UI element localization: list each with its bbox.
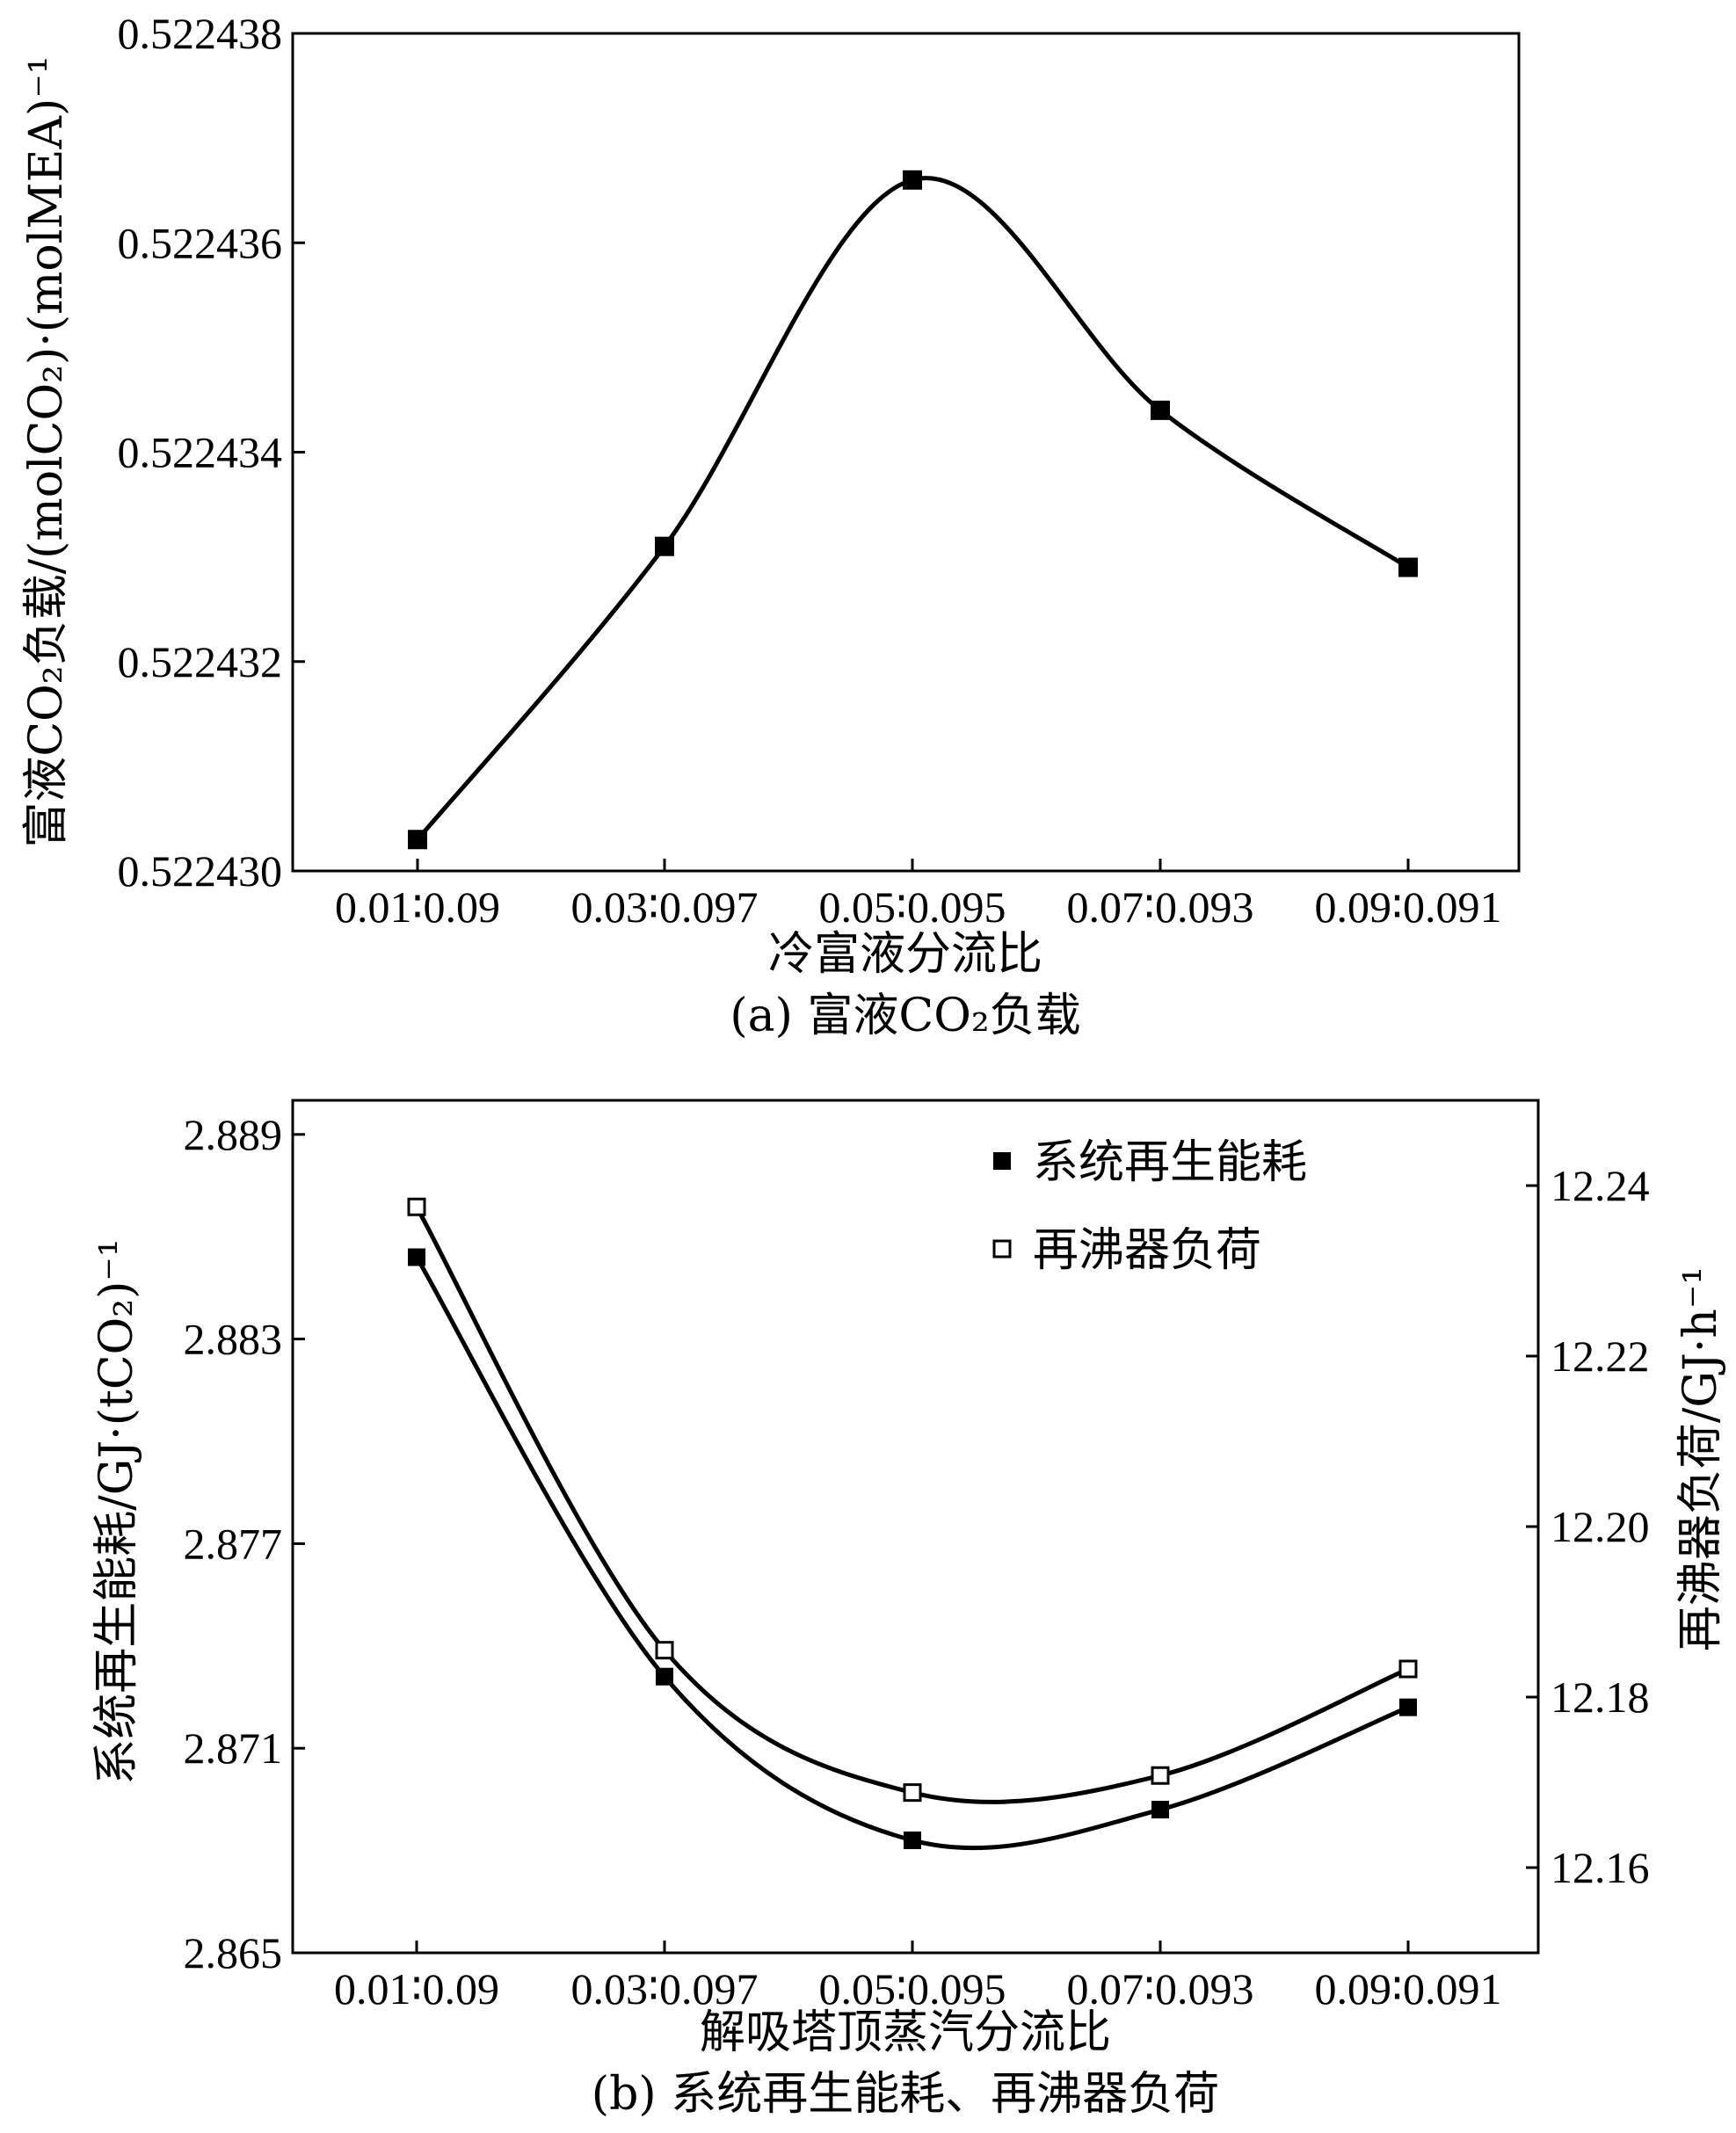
chart-b-plot-frame: [291, 1099, 1540, 1955]
right-y-tick-label: 12.16: [1551, 1843, 1650, 1892]
data-point: [1398, 557, 1418, 577]
chart-a-x-label: 冷富液分流比: [768, 928, 1042, 981]
chart-a: 0.522430 0.522432 0.522434 0.522436 0.522438…: [20, 9, 1521, 1042]
data-point: [903, 170, 922, 190]
data-point-open: [903, 1783, 922, 1803]
left-y-tick-label: 2.889: [184, 1110, 283, 1159]
chart-b-right-y-ticks: 12.16 12.18 12.20 12.22 12.24: [1526, 1161, 1650, 1892]
left-y-tick-label: 2.883: [184, 1315, 283, 1364]
chart-b-right-y-label: 再沸器负荷/GJ·h⁻¹: [1674, 1266, 1727, 1651]
data-point-open: [407, 1197, 426, 1216]
legend-marker-filled: [993, 1152, 1011, 1170]
x-tick-label: 0.03∶0.097: [570, 1964, 758, 2013]
chart-b-markers: [407, 1197, 1418, 1849]
right-y-tick-label: 12.20: [1551, 1502, 1650, 1551]
right-y-tick-label: 12.24: [1551, 1161, 1650, 1210]
x-tick-label: 0.05∶0.095: [818, 1964, 1006, 2013]
x-tick-label: 0.09∶0.091: [1314, 882, 1501, 932]
x-tick-label: 0.03∶0.097: [570, 882, 758, 932]
x-tick-label: 0.07∶0.093: [1066, 882, 1253, 932]
chart-a-series-line: [416, 176, 1410, 841]
left-y-tick-label: 2.865: [184, 1928, 283, 1977]
x-tick-label: 0.01∶0.09: [335, 882, 500, 932]
y-tick-label: 0.522432: [118, 637, 283, 686]
x-tick-label: 0.09∶0.091: [1314, 1964, 1501, 2013]
chart-b-left-y-label: 系统再生能耗/GJ·(tCO₂)⁻¹: [91, 1238, 143, 1784]
chart-a-caption: (a) 富液CO₂负载: [730, 990, 1080, 1042]
chart-a-x-ticks: 0.01∶0.09 0.03∶0.097 0.05∶0.095 0.07∶0.093 0…: [335, 859, 1502, 932]
legend-marker-open: [992, 1239, 1012, 1259]
data-point-filled: [904, 1831, 921, 1849]
data-point: [655, 536, 674, 556]
y-tick-label: 0.522436: [118, 218, 283, 267]
data-point: [408, 830, 427, 850]
left-y-tick-label: 2.877: [184, 1519, 283, 1568]
data-point-filled: [656, 1667, 673, 1686]
right-y-tick-label: 12.22: [1551, 1331, 1650, 1381]
chart-b-caption: (b) 系统再生能耗、再沸器负荷: [592, 2068, 1219, 2121]
x-tick-label: 0.01∶0.09: [334, 1964, 499, 2013]
chart-a-markers: [408, 170, 1418, 850]
data-point-filled: [408, 1248, 425, 1266]
right-y-tick-label: 12.18: [1551, 1672, 1650, 1722]
chart-a-y-label: 富液CO₂负载/(molCO₂)·(molMEA)⁻¹: [20, 55, 73, 847]
x-tick-label: 0.07∶0.093: [1066, 1964, 1253, 2013]
y-tick-label: 0.522430: [118, 846, 283, 896]
y-tick-label: 0.522438: [118, 9, 283, 58]
x-tick-label: 0.05∶0.095: [818, 882, 1006, 932]
legend-label-reboiler: 再沸器负荷: [1033, 1224, 1261, 1277]
data-point: [1151, 400, 1170, 420]
data-point-open: [1151, 1766, 1170, 1785]
chart-b-series-line-reboiler: [414, 1206, 1409, 1804]
chart-b-x-label: 解吸塔顶蒸汽分流比: [700, 2006, 1111, 2059]
data-point-filled: [1399, 1698, 1417, 1716]
data-point-open: [655, 1641, 674, 1660]
data-point-filled: [1151, 1801, 1169, 1819]
chart-a-y-ticks: 0.522430 0.522432 0.522434 0.522436 0.522438: [118, 9, 305, 896]
left-y-tick-label: 2.871: [184, 1723, 283, 1773]
chart-b: 2.865 2.871 2.877 2.883 2.889 12.16 12.18 12.2…: [91, 1099, 1727, 2121]
chart-b-series-line-energy: [414, 1256, 1409, 1851]
chart-b-legend: 系统再生能耗 再沸器负荷: [992, 1136, 1307, 1277]
chart-a-plot-frame: [291, 32, 1521, 873]
data-point-open: [1398, 1659, 1418, 1679]
y-tick-label: 0.522434: [118, 428, 283, 477]
legend-label-energy: 系统再生能耗: [1033, 1136, 1307, 1189]
chart-b-x-ticks: 0.01∶0.09 0.03∶0.097 0.05∶0.095 0.07∶0.093 0…: [334, 1941, 1502, 2013]
chart-b-left-y-ticks: 2.865 2.871 2.877 2.883 2.889: [184, 1110, 305, 1977]
